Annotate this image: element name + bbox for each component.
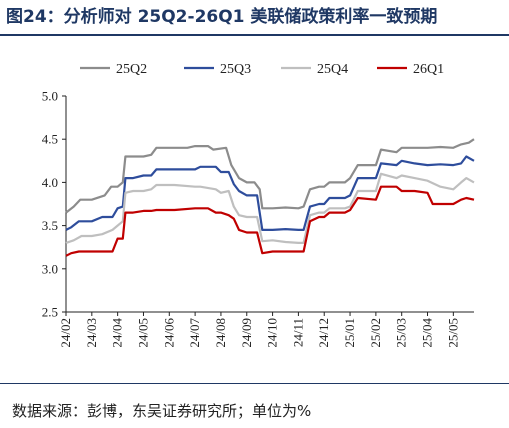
chart-axes: 2.5 3.0 3.5 4.0 4.5 5.0 24/02 24/03 24/04 24/05 24…: [42, 89, 474, 348]
title-rule: [0, 34, 509, 36]
data-source-note: 数据来源：彭博，东吴证券研究所；单位为%: [12, 402, 312, 420]
line-chart: 25Q2 25Q3 25Q4 26Q1 2.5 3.0 3.5 4.0 4.5 5.0 24/02…: [42, 62, 475, 348]
x-tick-label: 24/11: [290, 318, 305, 347]
x-tick-label: 24/06: [161, 318, 176, 348]
legend-label-26q1: 26Q1: [413, 62, 444, 77]
series-line-25q3: [65, 155, 475, 231]
x-tick-label: 24/04: [110, 318, 125, 348]
x-tick-label: 24/03: [84, 318, 99, 348]
x-tick-label: 24/10: [265, 318, 280, 348]
x-tick-label: 24/08: [213, 318, 228, 348]
x-tick-label: 25/05: [445, 318, 460, 348]
figure-title: 图24：分析师对 25Q2-26Q1 美联储政策利率一致预期: [6, 7, 438, 27]
x-tick-label: 24/05: [135, 318, 150, 348]
y-tick-label: 4.0: [42, 175, 58, 190]
chart-legend: 25Q2 25Q3 25Q4 26Q1: [80, 62, 444, 77]
y-tick-label: 3.0: [42, 261, 58, 276]
x-tick-label: 25/02: [368, 318, 383, 348]
x-tick-label: 24/02: [58, 318, 73, 348]
series-line-25q2: [65, 138, 475, 214]
legend-label-25q4: 25Q4: [317, 62, 348, 77]
chart-series: [65, 138, 475, 257]
legend-label-25q2: 25Q2: [116, 62, 147, 77]
y-tick-label: 4.5: [42, 132, 58, 147]
source-rule: [0, 383, 509, 384]
y-tick-label: 5.0: [42, 89, 58, 104]
x-tick-label: 24/12: [316, 318, 331, 348]
y-tick-label: 3.5: [42, 218, 58, 233]
x-tick-label: 25/03: [394, 318, 409, 348]
y-tick-label: 2.5: [42, 305, 58, 320]
x-tick-label: 25/01: [342, 318, 357, 348]
legend-label-25q3: 25Q3: [220, 62, 251, 77]
x-tick-label: 24/07: [187, 318, 202, 348]
x-tick-label: 25/04: [420, 318, 435, 348]
x-tick-label: 24/09: [239, 318, 254, 348]
series-line-26q1: [65, 185, 475, 257]
series-line-25q4: [65, 172, 475, 244]
